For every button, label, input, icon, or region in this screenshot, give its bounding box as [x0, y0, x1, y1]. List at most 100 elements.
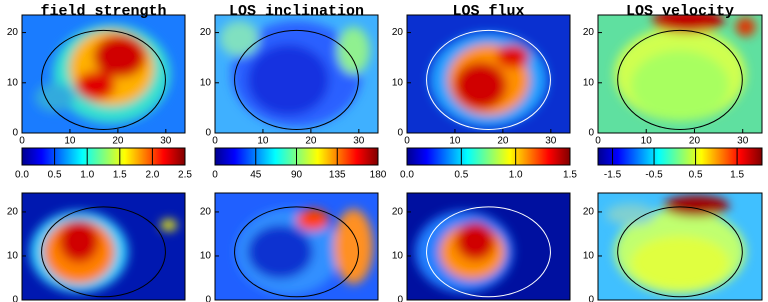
map-features: [415, 211, 513, 293]
colorbar-tick-label: 1.0: [509, 170, 523, 181]
panel: 0 10 20 0 10 20 30 LOS flux 0.0 0.5 1.0 1.5: [392, 3, 578, 181]
map-feature: [219, 20, 260, 57]
colorbar-tick-label: 0.0: [15, 170, 29, 181]
colorbar-tick-label: 135: [329, 170, 346, 181]
map-image: [407, 193, 570, 300]
y-tick-label: 0: [205, 295, 211, 302]
panel: 0 10 20: [392, 192, 571, 302]
frame: [214, 192, 379, 301]
map-feature: [455, 221, 496, 261]
panel: 0 10 20: [200, 192, 379, 302]
colorbar: [597, 147, 763, 166]
panel: 0 10 20 0 10 20 30 field strength 0.0 0.5 1.0 1.5 2.…: [7, 3, 193, 181]
colorbar-tick-label: 1.5: [113, 170, 127, 181]
y-tick-label: 10: [583, 77, 595, 88]
colorbar: [406, 147, 571, 166]
x-tick-label: 10: [449, 136, 461, 147]
map-feature: [35, 83, 75, 112]
x-tick-label: 20: [112, 136, 124, 147]
panel-title: LOS flux: [452, 3, 524, 20]
contour: [41, 206, 166, 298]
colorbar-tick-label: 0.5: [48, 170, 62, 181]
x-tick-label: 0: [19, 136, 25, 147]
frame: [214, 14, 379, 134]
x-tick-label: 10: [641, 136, 653, 147]
colorbar-tick-label: 1.0: [80, 170, 94, 181]
y-tick-label: 20: [7, 27, 19, 38]
frame: [21, 192, 186, 301]
map-feature: [337, 26, 370, 74]
frame: [406, 14, 571, 134]
panel: 0 10 20: [7, 192, 186, 302]
colorbar: [21, 147, 186, 166]
colorbar-tick-label: -0.5: [645, 170, 663, 181]
map-feature: [333, 209, 374, 284]
map-features: [236, 209, 374, 295]
y-tick-label: 10: [200, 77, 212, 88]
map-image: [215, 193, 378, 300]
y-tick-label: 20: [583, 27, 595, 38]
map-image: [22, 15, 185, 133]
map-feature: [247, 44, 330, 116]
y-tick-label: 0: [12, 295, 18, 302]
panel: 0 10 20: [583, 192, 763, 302]
map-features: [606, 195, 746, 295]
colorbar-tick-label: 2.0: [145, 170, 159, 181]
contour: [234, 206, 359, 298]
x-tick-label: 20: [689, 136, 701, 147]
map-feature: [630, 50, 730, 122]
y-tick-label: 0: [588, 128, 594, 139]
frame: [597, 192, 763, 301]
y-tick-label: 0: [205, 128, 211, 139]
y-tick-label: 10: [7, 251, 19, 262]
colorbar-tick-label: 45: [250, 170, 262, 181]
panel-title: LOS velocity: [626, 3, 734, 20]
map-feature: [652, 15, 725, 33]
contour: [234, 29, 359, 130]
map-feature: [663, 195, 730, 217]
frame: [406, 192, 571, 301]
contour: [426, 206, 551, 298]
panel-title: LOS inclination: [229, 3, 364, 20]
x-tick-label: 10: [64, 136, 76, 147]
map-feature: [735, 17, 756, 37]
panel-title: field strength: [40, 3, 166, 20]
map-feature: [247, 225, 313, 279]
y-tick-label: 20: [583, 207, 595, 218]
y-tick-label: 0: [397, 295, 403, 302]
colorbar-tick-label: 1.5: [563, 170, 577, 181]
colorbar-tick-label: 0: [212, 170, 218, 181]
y-tick-label: 20: [392, 27, 404, 38]
map-feature: [496, 44, 530, 69]
map-image: [598, 193, 762, 300]
map-features: [614, 15, 756, 122]
x-tick-label: 30: [737, 136, 749, 147]
y-tick-label: 0: [12, 128, 18, 139]
map-feature: [630, 235, 730, 290]
colorbar-tick-label: 180: [370, 170, 387, 181]
panel: 0 10 20 0 10 20 30 LOS inclination 0 45 90 135 180: [200, 3, 387, 181]
x-tick-label: 30: [545, 136, 557, 147]
frame: [21, 14, 186, 134]
map-feature: [75, 71, 115, 100]
map-image: [215, 15, 378, 133]
colorbar-tick-label: 1.5: [730, 170, 744, 181]
map-image: [22, 193, 185, 300]
contour: [426, 29, 551, 130]
x-tick-label: 10: [257, 136, 269, 147]
map-features: [429, 32, 548, 128]
x-tick-label: 30: [160, 136, 172, 147]
y-tick-label: 0: [397, 128, 403, 139]
y-tick-label: 10: [200, 251, 212, 262]
y-tick-label: 20: [200, 27, 212, 38]
x-tick-label: 30: [353, 136, 365, 147]
y-tick-label: 10: [392, 251, 404, 262]
colorbar-tick-label: 0.0: [400, 170, 414, 181]
contour: [41, 29, 166, 130]
map-feature: [296, 209, 330, 231]
colorbar-tick-label: 0.5: [689, 170, 703, 181]
colorbar-tick-label: 2.5: [178, 170, 192, 181]
map-image: [407, 15, 570, 133]
panel: 0 10 20 0 10 20 30 LOS velocity -1.5 -0.5 0.5 1.5: [583, 3, 763, 181]
contour: [617, 29, 743, 130]
